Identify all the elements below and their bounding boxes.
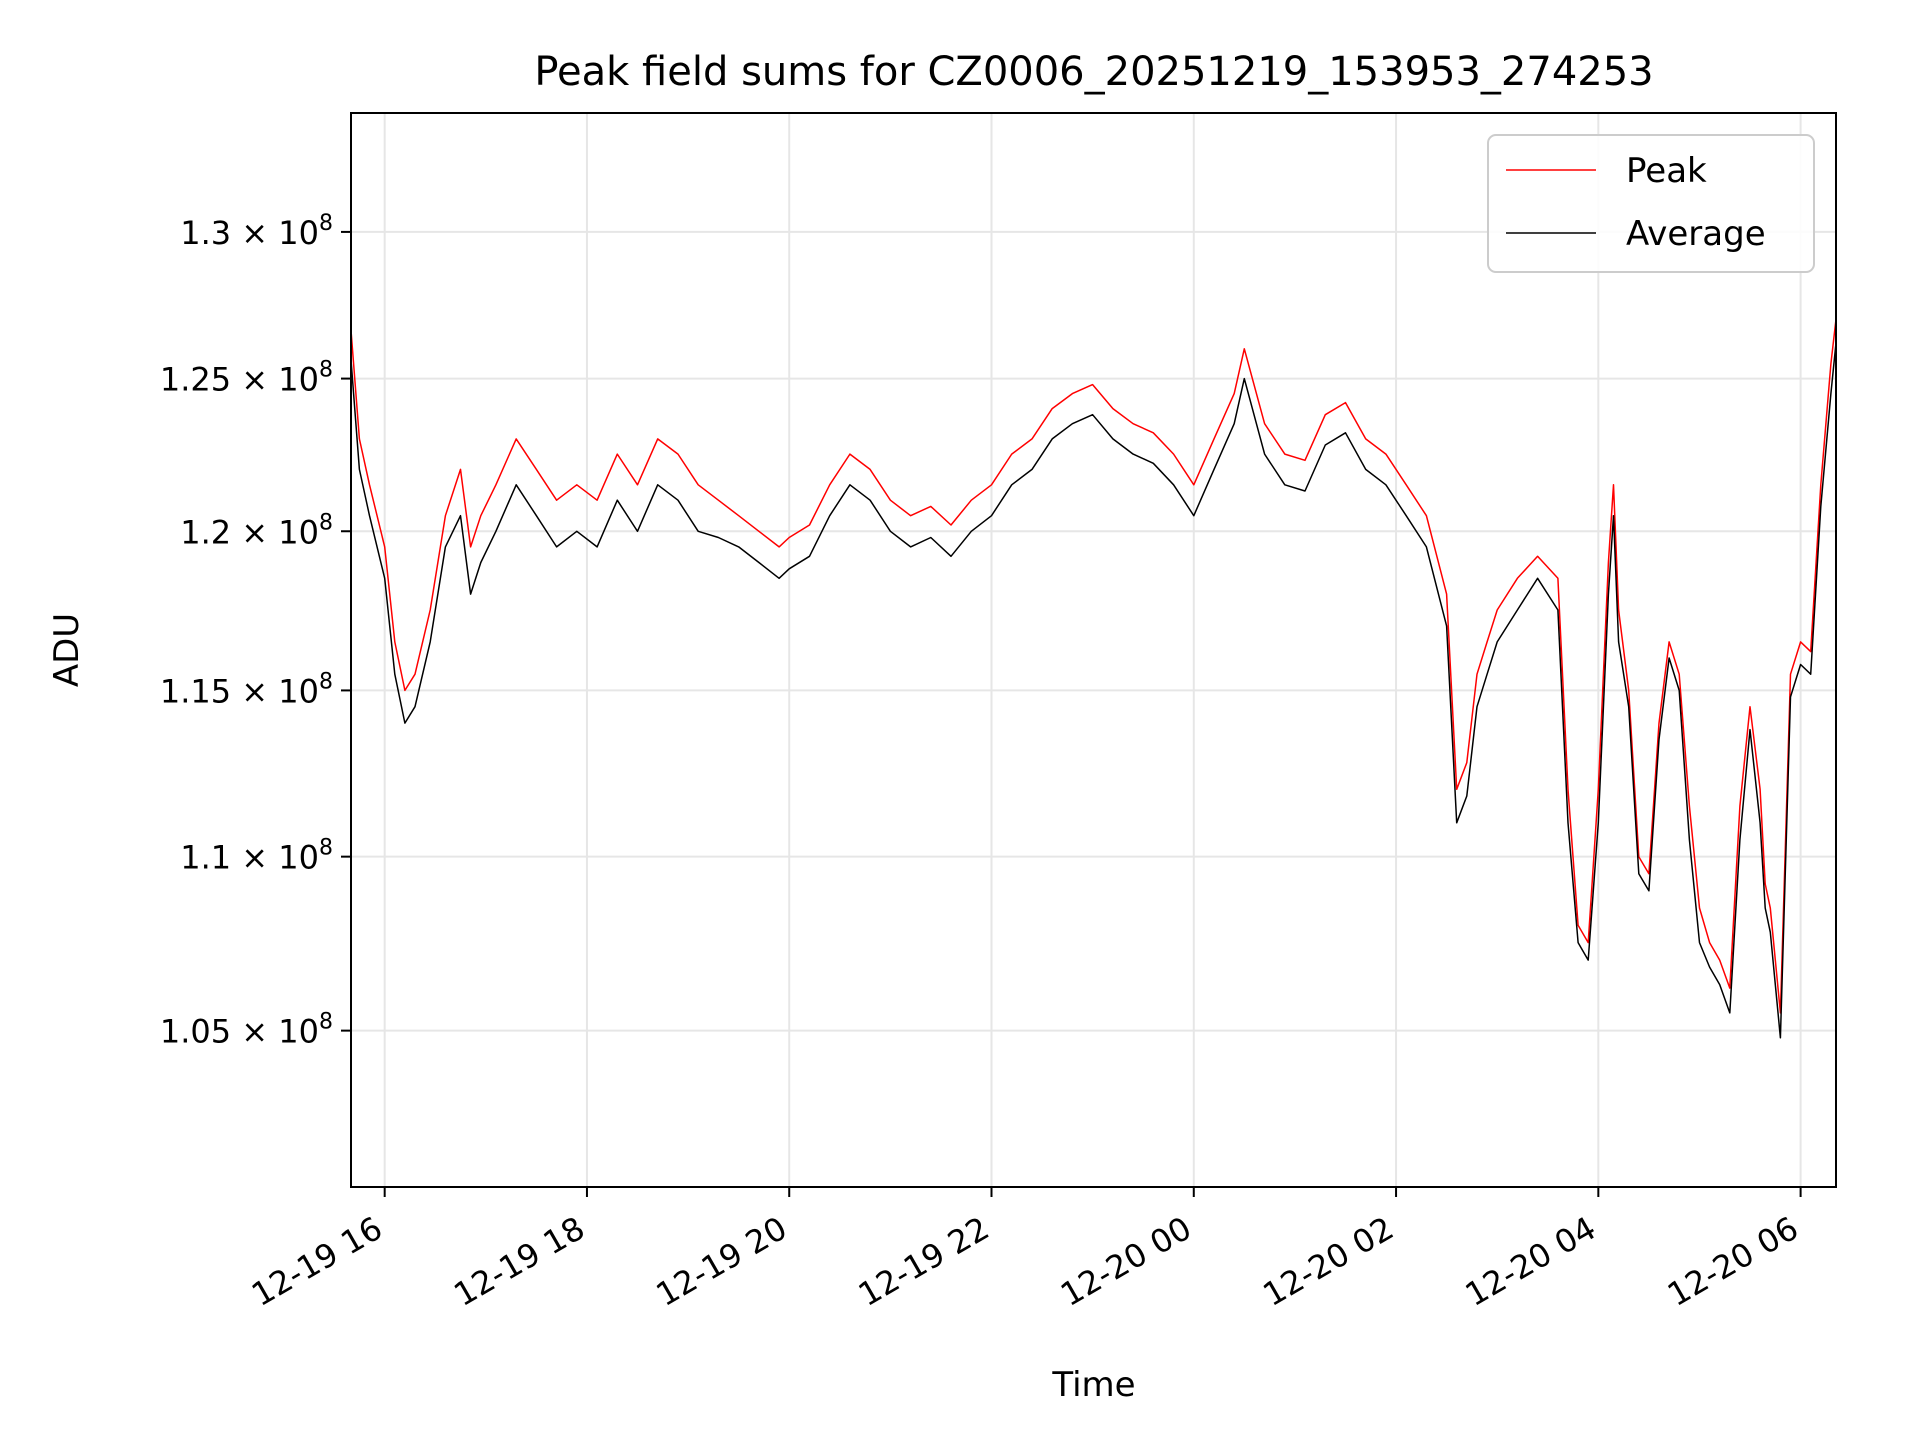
plot-frame xyxy=(350,112,1837,1188)
series-layer xyxy=(350,319,1837,1039)
y-axis: 1.05 × 108 1.1 × 108 1.15 × 108 1.2 × 108 1.… xyxy=(160,211,351,1051)
series-line-average xyxy=(350,342,1837,1039)
legend: Peak Average xyxy=(1487,134,1815,273)
series-line-peak xyxy=(350,319,1837,1014)
grid xyxy=(351,113,1836,1187)
y-tick-label: 1.3 × 108 xyxy=(180,211,333,252)
x-axis-label: Time xyxy=(1051,1365,1135,1405)
legend-average-label: Average xyxy=(1626,214,1766,254)
chart-title: Peak field sums for CZ0006_20251219_1539… xyxy=(534,49,1653,95)
y-tick-label: 1.05 × 108 xyxy=(160,1010,333,1051)
y-tick-label: 1.25 × 108 xyxy=(160,358,333,399)
y-tick-label: 1.15 × 108 xyxy=(160,669,333,710)
legend-peak-label: Peak xyxy=(1626,151,1707,191)
y-tick-label: 1.1 × 108 xyxy=(180,836,333,877)
y-tick-label: 1.2 × 108 xyxy=(180,510,333,551)
y-axis-label: ADU xyxy=(47,613,87,687)
